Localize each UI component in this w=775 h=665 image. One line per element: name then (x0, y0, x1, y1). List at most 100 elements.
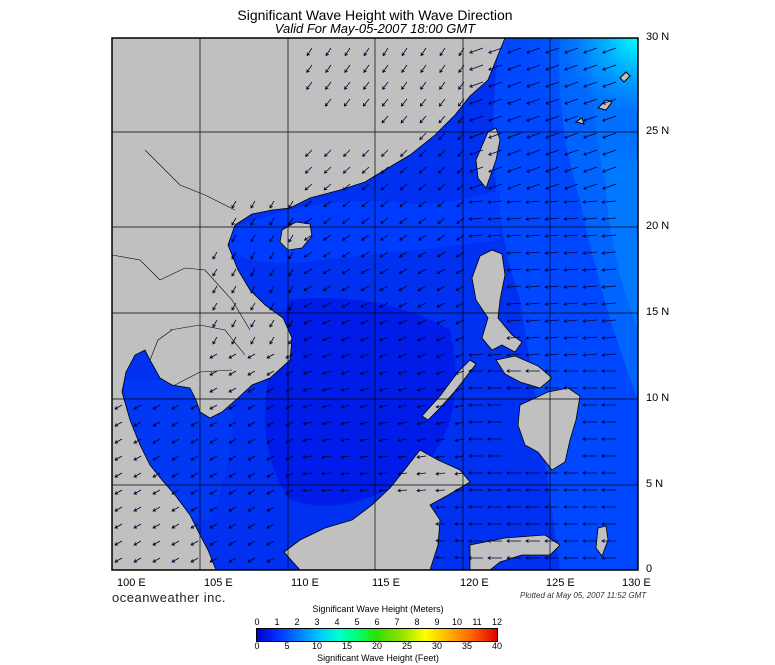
wave-arrow (469, 64, 484, 71)
wave-arrow (525, 285, 541, 289)
colorbar-feet-tick: 10 (311, 641, 322, 651)
wave-arrow (306, 64, 313, 74)
wave-arrow (152, 489, 161, 495)
wave-arrow (435, 336, 446, 342)
wave-arrow (544, 200, 560, 204)
wave-arrow (487, 454, 502, 458)
colorbar-feet-tick: 5 (284, 641, 290, 651)
wave-arrow (321, 421, 332, 426)
wave-arrow (359, 353, 370, 359)
wave-arrow (114, 438, 123, 444)
wave-arrow (602, 166, 617, 173)
wave-arrow (583, 149, 598, 156)
map-frame (111, 37, 639, 571)
colorbar-feet-title: Significant Wave Height (Feet) (317, 653, 439, 663)
wave-arrow (323, 200, 332, 208)
wave-arrow (506, 217, 522, 221)
wave-arrow (288, 217, 294, 226)
wave-arrow (152, 557, 161, 563)
wave-arrow (468, 471, 483, 475)
colorbar-meter-tick: 5 (354, 617, 360, 627)
wave-arrow (525, 471, 540, 475)
wave-arrow (228, 404, 237, 410)
wave-arrow (361, 166, 370, 174)
wave-arrow (361, 200, 370, 208)
wave-arrow (266, 438, 275, 444)
wave-arrow (506, 302, 522, 306)
wave-arrow (250, 217, 256, 226)
wave-arrow (321, 455, 332, 459)
wave-arrow (544, 505, 559, 509)
wave-arrow (324, 149, 332, 157)
wave-arrow (343, 149, 351, 157)
wave-arrow (488, 64, 503, 71)
wave-arrow (601, 200, 617, 204)
wave-arrow (190, 540, 199, 546)
lon-label-130e: 130 E (622, 577, 651, 589)
wave-arrow (266, 421, 275, 427)
wave-arrow (380, 166, 389, 174)
wave-arrow (302, 387, 313, 392)
wave-arrow (302, 438, 313, 443)
wave-direction-arrows (114, 47, 617, 563)
wave-arrow (302, 370, 313, 375)
wave-arrow (602, 115, 617, 122)
wave-arrow (545, 47, 560, 54)
wave-arrow (342, 166, 351, 174)
wave-arrow (360, 234, 370, 241)
wave-arrow (468, 420, 483, 424)
colorbar-feet-tick: 35 (461, 641, 472, 651)
wave-arrow (468, 454, 483, 458)
wave-arrow (468, 217, 484, 221)
wave-arrow (564, 166, 579, 173)
wave-arrow (419, 98, 427, 107)
wave-arrow (468, 488, 483, 492)
wave-arrow (454, 555, 465, 560)
wave-arrow (601, 251, 617, 255)
wave-arrow (231, 251, 237, 260)
wave-arrow (304, 200, 313, 208)
wave-arrow (379, 319, 389, 325)
wave-arrow (457, 149, 465, 157)
wave-arrow (321, 387, 332, 392)
wave-arrow (359, 438, 370, 443)
wave-arrow (418, 200, 427, 208)
plotted-timestamp: Plotted at May 05, 2007 11:52 GMT (520, 591, 647, 600)
wave-arrow (507, 183, 522, 190)
wave-arrow (507, 149, 522, 156)
wave-arrow (438, 115, 446, 124)
colorbar-meter-tick: 4 (334, 617, 340, 627)
wave-arrow (454, 370, 465, 375)
wave-arrow (360, 251, 370, 258)
wave-arrow (563, 319, 579, 323)
wave-arrow (133, 489, 142, 495)
wave-arrow (435, 370, 446, 375)
wave-arrow (583, 64, 598, 71)
wave-arrow (114, 523, 123, 529)
wave-arrow (506, 336, 522, 340)
wave-arrow (454, 387, 465, 392)
wave-arrow (544, 302, 560, 306)
colorbar-feet-tick: 0 (254, 641, 260, 651)
wave-arrow (247, 489, 256, 495)
wave-arrow (487, 556, 502, 560)
wave-arrow (250, 336, 256, 345)
wave-arrow (152, 455, 161, 461)
wave-arrow (435, 438, 446, 443)
wave-arrow (525, 319, 541, 323)
wave-arrow (544, 251, 560, 255)
wave-arrow (382, 47, 389, 57)
wave-arrow (190, 472, 199, 478)
wave-arrow (342, 200, 351, 208)
wave-arrow (266, 523, 275, 529)
land-borneo (283, 449, 471, 570)
wave-arrow (564, 47, 579, 54)
wave-arrow (602, 64, 617, 71)
wave-arrow (487, 386, 502, 390)
wave-arrow (133, 455, 142, 461)
wave-arrow (378, 387, 389, 392)
wave-arrow (436, 319, 446, 325)
wave-arrow (507, 132, 522, 139)
wave-arrow (602, 98, 617, 105)
colorbar-feet-tick: 15 (341, 641, 352, 651)
